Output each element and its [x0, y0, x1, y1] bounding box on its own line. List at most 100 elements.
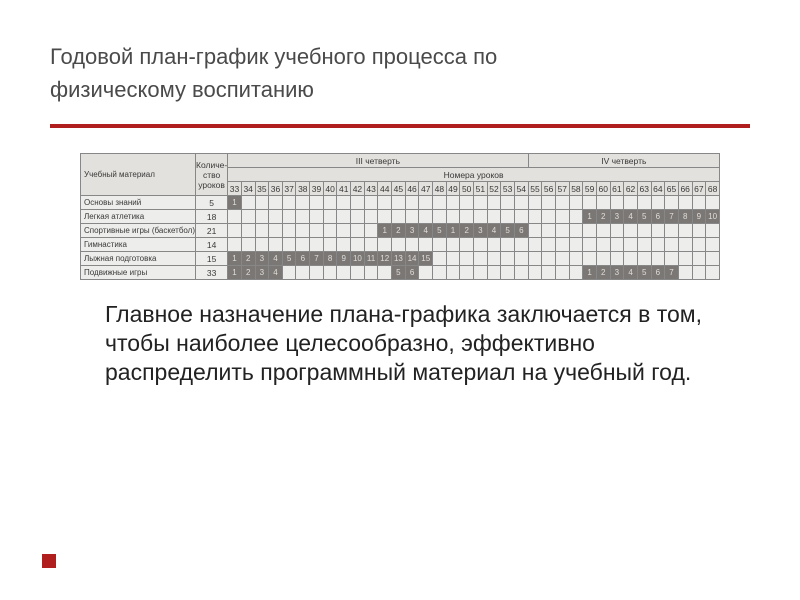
schedule-cell — [446, 266, 460, 280]
schedule-cell: 10 — [706, 210, 720, 224]
lesson-number-header: 35 — [255, 182, 269, 196]
schedule-cell — [310, 238, 324, 252]
schedule-cell — [678, 196, 692, 210]
schedule-cell — [296, 238, 310, 252]
schedule-cell: 6 — [651, 266, 665, 280]
schedule-cell — [596, 224, 610, 238]
lesson-number-header: 68 — [706, 182, 720, 196]
schedule-cell — [310, 224, 324, 238]
schedule-cell — [637, 238, 651, 252]
schedule-cell: 3 — [255, 266, 269, 280]
col-header-material: Учебный материал — [81, 154, 196, 196]
schedule-cell — [692, 238, 706, 252]
schedule-image: Учебный материал Количе- ство уроков III… — [80, 153, 720, 280]
slide-body-text: Главное назначение плана-графика заключа… — [105, 300, 710, 386]
schedule-cell: 1 — [583, 210, 597, 224]
schedule-cell — [514, 252, 528, 266]
schedule-cell — [282, 196, 296, 210]
schedule-cell: 6 — [514, 224, 528, 238]
schedule-cell — [706, 252, 720, 266]
col-header-q3: III четверть — [228, 154, 528, 168]
title-underline — [50, 124, 750, 128]
schedule-cell — [569, 252, 583, 266]
schedule-cell — [651, 238, 665, 252]
schedule-cell — [296, 210, 310, 224]
schedule-cell: 4 — [419, 224, 433, 238]
schedule-cell: 3 — [610, 210, 624, 224]
schedule-cell — [255, 238, 269, 252]
schedule-cell — [433, 266, 447, 280]
schedule-cell — [555, 238, 569, 252]
schedule-cell — [269, 238, 283, 252]
schedule-cell: 4 — [624, 266, 638, 280]
schedule-cell — [255, 224, 269, 238]
schedule-cell — [364, 210, 378, 224]
schedule-cell — [501, 210, 515, 224]
schedule-cell — [419, 210, 433, 224]
schedule-cell — [310, 196, 324, 210]
schedule-cell — [364, 224, 378, 238]
col-header-lessons-label: Номера уроков — [228, 168, 720, 182]
schedule-cell — [351, 210, 365, 224]
schedule-cell — [528, 224, 542, 238]
schedule-cell — [678, 252, 692, 266]
schedule-cell: 5 — [433, 224, 447, 238]
schedule-cell — [323, 238, 337, 252]
schedule-cell — [583, 196, 597, 210]
col-header-count: Количе- ство уроков — [196, 154, 228, 196]
schedule-cell: 7 — [665, 266, 679, 280]
lesson-number-header: 64 — [651, 182, 665, 196]
schedule-cell — [542, 224, 556, 238]
row-label: Лыжная подготовка — [81, 252, 196, 266]
schedule-cell — [337, 210, 351, 224]
schedule-cell: 9 — [692, 210, 706, 224]
lesson-number-header: 63 — [637, 182, 651, 196]
schedule-cell: 2 — [392, 224, 406, 238]
schedule-cell — [351, 266, 365, 280]
row-label: Легкая атлетика — [81, 210, 196, 224]
schedule-cell — [474, 196, 488, 210]
schedule-cell — [460, 196, 474, 210]
schedule-cell — [501, 252, 515, 266]
row-count: 33 — [196, 266, 228, 280]
schedule-cell — [351, 224, 365, 238]
lesson-number-header: 65 — [665, 182, 679, 196]
lesson-number-header: 51 — [474, 182, 488, 196]
schedule-cell — [364, 266, 378, 280]
schedule-cell — [351, 196, 365, 210]
schedule-cell — [678, 238, 692, 252]
schedule-cell: 9 — [337, 252, 351, 266]
bullet-icon — [42, 554, 56, 568]
schedule-cell — [378, 210, 392, 224]
schedule-cell — [405, 196, 419, 210]
schedule-cell: 4 — [624, 210, 638, 224]
schedule-cell — [555, 196, 569, 210]
schedule-cell — [337, 196, 351, 210]
schedule-cell — [514, 196, 528, 210]
row-label: Подвижные игры — [81, 266, 196, 280]
schedule-cell — [637, 224, 651, 238]
schedule-cell — [228, 224, 242, 238]
title-line-2: физическому воспитанию — [50, 77, 314, 102]
schedule-cell: 5 — [392, 266, 406, 280]
schedule-cell — [364, 196, 378, 210]
table-row: Гимнастика14 — [81, 238, 720, 252]
schedule-cell — [241, 196, 255, 210]
schedule-cell — [610, 252, 624, 266]
schedule-cell — [665, 224, 679, 238]
lesson-number-header: 62 — [624, 182, 638, 196]
schedule-cell — [255, 196, 269, 210]
schedule-cell — [460, 266, 474, 280]
schedule-cell: 14 — [405, 252, 419, 266]
schedule-cell: 6 — [405, 266, 419, 280]
schedule-cell — [351, 238, 365, 252]
schedule-cell — [583, 252, 597, 266]
schedule-cell — [528, 252, 542, 266]
schedule-cell: 1 — [228, 252, 242, 266]
schedule-cell — [651, 252, 665, 266]
schedule-cell — [583, 224, 597, 238]
schedule-cell — [665, 196, 679, 210]
schedule-cell — [228, 210, 242, 224]
schedule-cell — [446, 210, 460, 224]
schedule-cell — [310, 210, 324, 224]
